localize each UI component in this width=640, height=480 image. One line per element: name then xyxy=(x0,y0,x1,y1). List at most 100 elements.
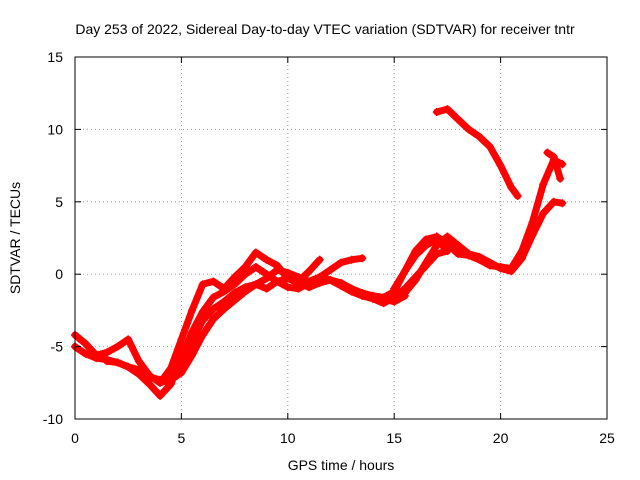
data-point xyxy=(283,268,292,277)
data-point xyxy=(188,306,197,315)
data-point xyxy=(528,231,537,240)
series-layer xyxy=(71,105,567,400)
data-point xyxy=(539,180,548,189)
y-axis-label: SDTVAR / TECUs xyxy=(7,182,23,294)
series-markers-track-6 xyxy=(390,197,567,305)
data-point xyxy=(273,265,282,274)
data-point xyxy=(102,357,111,366)
data-point xyxy=(496,161,505,170)
data-point xyxy=(188,336,197,345)
data-point xyxy=(379,293,388,302)
data-point xyxy=(513,192,522,201)
data-point xyxy=(166,375,175,384)
data-point xyxy=(209,315,218,324)
series-markers-track-3 xyxy=(102,274,409,384)
data-point xyxy=(507,183,516,192)
data-point xyxy=(358,291,367,300)
data-point xyxy=(326,275,335,284)
data-point xyxy=(443,247,452,256)
data-point xyxy=(432,235,441,244)
data-point xyxy=(209,277,218,286)
data-point xyxy=(230,296,239,305)
data-point xyxy=(539,209,548,218)
data-point xyxy=(432,108,441,117)
data-point xyxy=(262,255,271,264)
data-point xyxy=(262,284,271,293)
data-point xyxy=(124,335,133,344)
data-point xyxy=(464,125,473,134)
data-point xyxy=(543,148,552,157)
x-axis-label: GPS time / hours xyxy=(288,457,395,473)
data-point xyxy=(422,258,431,267)
data-point xyxy=(134,357,143,366)
chart-title: Day 253 of 2022, Sidereal Day-to-day VTE… xyxy=(75,21,575,37)
series-line-track-8 xyxy=(433,105,522,200)
data-point xyxy=(177,368,186,377)
data-point xyxy=(166,364,175,373)
axis-ticks: 0 5 10 15 20 25 -10 -5 0 5 10 15 xyxy=(43,49,615,446)
data-point xyxy=(198,280,207,289)
x-tick-label: 5 xyxy=(178,430,186,446)
data-point xyxy=(549,197,558,206)
data-point xyxy=(156,378,165,387)
data-point xyxy=(549,152,558,161)
data-point xyxy=(198,331,207,340)
x-tick-label: 20 xyxy=(493,430,509,446)
data-point xyxy=(315,273,324,282)
data-point xyxy=(219,304,228,313)
data-point xyxy=(81,349,90,358)
data-point xyxy=(241,287,250,296)
data-point xyxy=(305,267,314,276)
data-point xyxy=(188,351,197,360)
data-point xyxy=(337,281,345,290)
data-point xyxy=(422,241,431,250)
data-point xyxy=(113,358,122,367)
data-point xyxy=(454,249,463,258)
data-point xyxy=(358,254,367,263)
plot-frame xyxy=(74,56,608,420)
data-point xyxy=(517,254,526,263)
data-point xyxy=(315,255,324,264)
data-point xyxy=(454,115,463,124)
series-markers-track-8 xyxy=(432,105,522,201)
series-markers-track-9 xyxy=(543,148,565,183)
y-tick-label: 5 xyxy=(55,194,63,210)
data-point xyxy=(219,287,228,296)
data-point xyxy=(337,258,345,267)
data-point xyxy=(230,289,239,298)
data-point xyxy=(92,354,101,363)
series-markers-track-7 xyxy=(390,235,452,293)
x-tick-label: 15 xyxy=(386,430,402,446)
data-point xyxy=(251,280,260,289)
data-point xyxy=(134,365,143,374)
data-point xyxy=(251,248,260,257)
data-point xyxy=(209,304,218,313)
data-point xyxy=(400,289,409,298)
data-point xyxy=(368,291,377,300)
data-point xyxy=(411,251,420,260)
data-point xyxy=(556,174,565,183)
data-point xyxy=(443,232,452,241)
data-point xyxy=(558,160,567,169)
data-point xyxy=(411,275,420,284)
data-point xyxy=(198,307,207,316)
data-point xyxy=(496,264,505,273)
y-tick-label: 0 xyxy=(55,266,63,282)
data-point xyxy=(145,373,154,382)
data-point xyxy=(464,249,473,258)
data-point xyxy=(347,287,356,296)
grid xyxy=(75,57,607,419)
data-point xyxy=(400,267,409,276)
data-point xyxy=(198,316,207,325)
data-point xyxy=(230,280,239,289)
y-tick-label: -10 xyxy=(43,411,63,427)
data-point xyxy=(305,277,314,286)
data-point xyxy=(177,335,186,344)
data-point xyxy=(294,273,303,282)
x-tick-label: 10 xyxy=(280,430,296,446)
data-point xyxy=(145,380,154,389)
data-point xyxy=(475,132,484,141)
data-point xyxy=(241,270,250,279)
data-point xyxy=(443,105,452,114)
